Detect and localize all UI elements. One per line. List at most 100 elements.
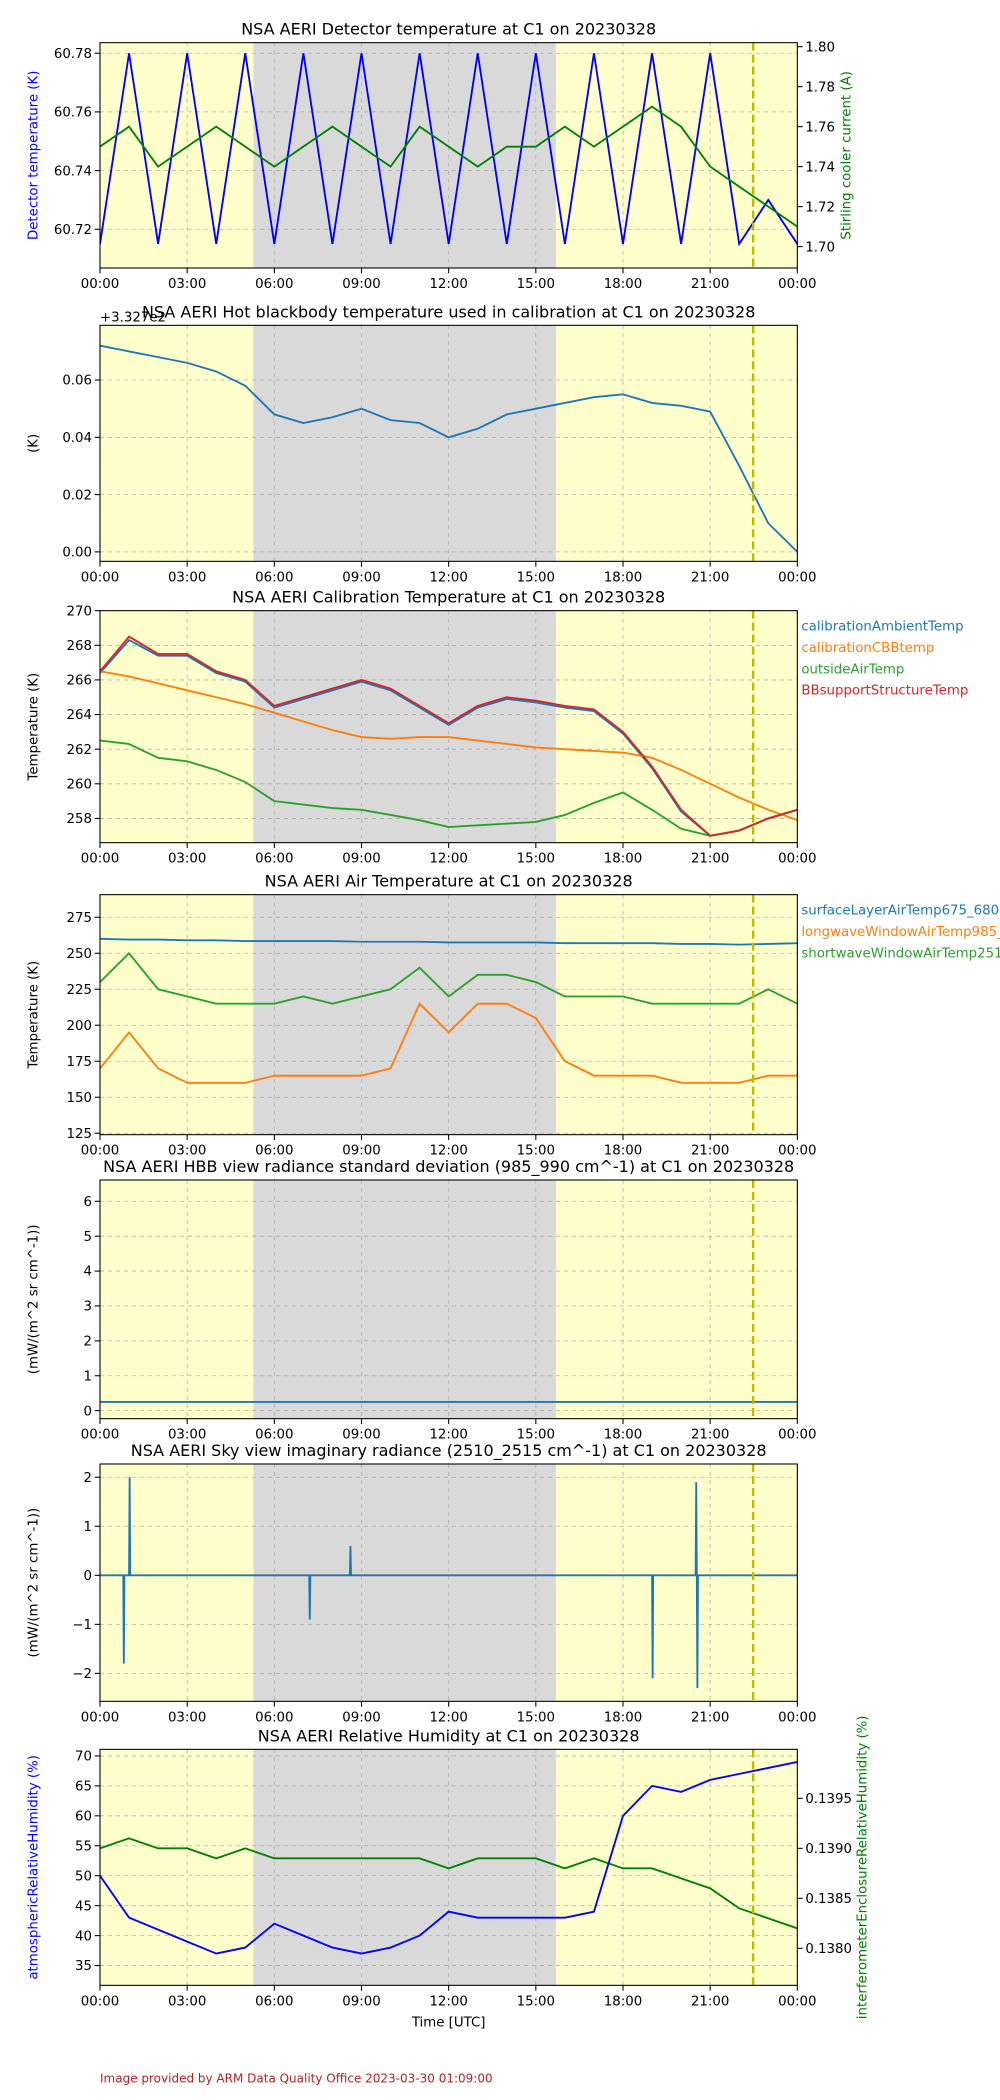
y-axis-label: (mW/(m^2 sr cm^-1)) — [26, 1508, 41, 1658]
x-tick-label: 18:00 — [604, 1994, 642, 2009]
subplot: NSA AERI Relative Humidity at C1 on 2023… — [26, 1715, 870, 2030]
y2-tick-label: 0.1385 — [805, 1892, 852, 1907]
x-tick-label: 15:00 — [517, 1710, 555, 1725]
y-tick-label: 60 — [75, 1809, 92, 1824]
x-tick-label: 06:00 — [255, 1144, 293, 1159]
x-tick-label: 15:00 — [517, 570, 555, 585]
x-tick-label: 18:00 — [604, 277, 642, 292]
y2-tick-label: 0.1395 — [805, 1792, 852, 1807]
x-tick-label: 21:00 — [691, 1144, 729, 1159]
legend-entry: calibrationCBBtemp — [801, 641, 934, 656]
y2-tick-label: 0.1390 — [805, 1842, 852, 1857]
x-tick-label: 06:00 — [255, 1994, 293, 2009]
x-tick-label: 21:00 — [691, 852, 729, 867]
y2-tick-label: 1.70 — [805, 240, 835, 255]
footer: Image provided by ARM Data Quality Offic… — [100, 2072, 493, 2086]
x-tick-label: 00:00 — [81, 852, 119, 867]
x-tick-label: 00:00 — [778, 1144, 816, 1159]
x-tick-label: 09:00 — [342, 1144, 380, 1159]
chart-title: NSA AERI HBB view radiance standard devi… — [103, 1157, 794, 1177]
x-tick-label: 09:00 — [342, 852, 380, 867]
x-tick-label: 18:00 — [604, 852, 642, 867]
y-tick-label: −2 — [72, 1667, 92, 1682]
x-tick-label: 09:00 — [342, 1428, 380, 1443]
subplot: NSA AERI Hot blackbody temperature used … — [26, 302, 816, 585]
series-line — [100, 1002, 798, 1084]
y-tick-label: 270 — [67, 604, 92, 619]
x-tick-label: 00:00 — [81, 1428, 119, 1443]
shaded-region — [253, 1180, 556, 1419]
y-tick-label: 266 — [67, 674, 92, 689]
y-tick-label: 60.76 — [54, 106, 92, 121]
y-tick-label: 0.04 — [62, 431, 92, 446]
y-tick-label: 1 — [84, 1369, 92, 1384]
x-tick-label: 12:00 — [429, 1144, 467, 1159]
y-tick-label: 55 — [75, 1839, 92, 1854]
shaded-region — [253, 325, 556, 562]
y-axis-label: Temperature (K) — [26, 961, 41, 1070]
y2-axis-label: interferometerEnclosureRelativeHumidity … — [856, 1715, 871, 2019]
series-line — [100, 53, 798, 247]
legend-entry: BBsupportStructureTemp — [801, 684, 968, 699]
x-tick-label: 00:00 — [81, 1994, 119, 2009]
x-tick-label: 15:00 — [517, 1144, 555, 1159]
x-tick-label: 06:00 — [255, 277, 293, 292]
y-axis-label: Temperature (K) — [26, 673, 41, 782]
x-tick-label: 18:00 — [604, 1710, 642, 1725]
legend-entry: outsideAirTemp — [801, 662, 904, 677]
x-tick-label: 00:00 — [778, 277, 816, 292]
subplot: NSA AERI Detector temperature at C1 on 2… — [26, 20, 854, 292]
y2-axis-label: Stirling cooler current (A) — [840, 71, 855, 240]
subplot: NSA AERI HBB view radiance standard devi… — [26, 1157, 816, 1443]
legend-entry: longwaveWindowAirTemp985_ — [801, 925, 1000, 940]
y2-tick-label: 1.76 — [805, 120, 835, 135]
x-tick-label: 00:00 — [778, 570, 816, 585]
x-tick-label: 03:00 — [168, 1428, 206, 1443]
y2-tick-label: 1.78 — [805, 80, 835, 95]
shaded-region — [253, 894, 556, 1135]
y-tick-label: 60.78 — [54, 47, 92, 62]
series-line — [100, 105, 798, 228]
x-tick-label: 06:00 — [255, 1710, 293, 1725]
y-tick-label: 2 — [84, 1335, 92, 1350]
shaded-region — [253, 1464, 556, 1702]
x-tick-label: 00:00 — [778, 1710, 816, 1725]
x-tick-label: 03:00 — [168, 570, 206, 585]
legend-entry: surfaceLayerAirTemp675_680 — [801, 904, 999, 919]
x-tick-label: 15:00 — [517, 1994, 555, 2009]
y-axis-label: (mW/(m^2 sr cm^-1)) — [26, 1224, 41, 1374]
y-tick-label: 0 — [84, 1569, 92, 1584]
y-tick-label: 150 — [67, 1091, 92, 1106]
y-tick-label: 262 — [67, 743, 92, 758]
x-tick-label: 03:00 — [168, 852, 206, 867]
y-axis-label: atmosphericRelativeHumidity (%) — [26, 1755, 41, 1980]
shaded-region — [253, 1749, 556, 1986]
legend-entry: calibrationAmbientTemp — [801, 620, 963, 635]
x-tick-label: 00:00 — [81, 1710, 119, 1725]
series-line — [100, 739, 798, 837]
y-tick-label: 225 — [67, 983, 92, 998]
x-tick-label: 06:00 — [255, 570, 293, 585]
series-line — [100, 670, 798, 822]
chart-title: NSA AERI Air Temperature at C1 on 202303… — [265, 872, 633, 891]
series-line — [100, 937, 798, 946]
x-tick-label: 12:00 — [429, 1428, 467, 1443]
x-tick-label: 00:00 — [778, 1994, 816, 2009]
x-tick-label: 18:00 — [604, 1144, 642, 1159]
chart-title: NSA AERI Sky view imaginary radiance (25… — [131, 1441, 767, 1461]
y-tick-label: 3 — [84, 1300, 92, 1315]
y-tick-label: 0.06 — [62, 374, 92, 389]
y-tick-label: 200 — [67, 1019, 92, 1034]
series-line — [100, 638, 798, 837]
x-tick-label: 12:00 — [429, 277, 467, 292]
x-tick-label: 21:00 — [691, 277, 729, 292]
y-tick-label: 275 — [67, 911, 92, 926]
series-line — [100, 1477, 798, 1689]
subplot: NSA AERI Sky view imaginary radiance (25… — [26, 1441, 816, 1725]
x-tick-label: 03:00 — [168, 277, 206, 292]
y-tick-label: −1 — [72, 1618, 92, 1633]
x-tick-label: 06:00 — [255, 852, 293, 867]
x-tick-label: 15:00 — [517, 1428, 555, 1443]
y-tick-label: 2 — [84, 1471, 92, 1486]
